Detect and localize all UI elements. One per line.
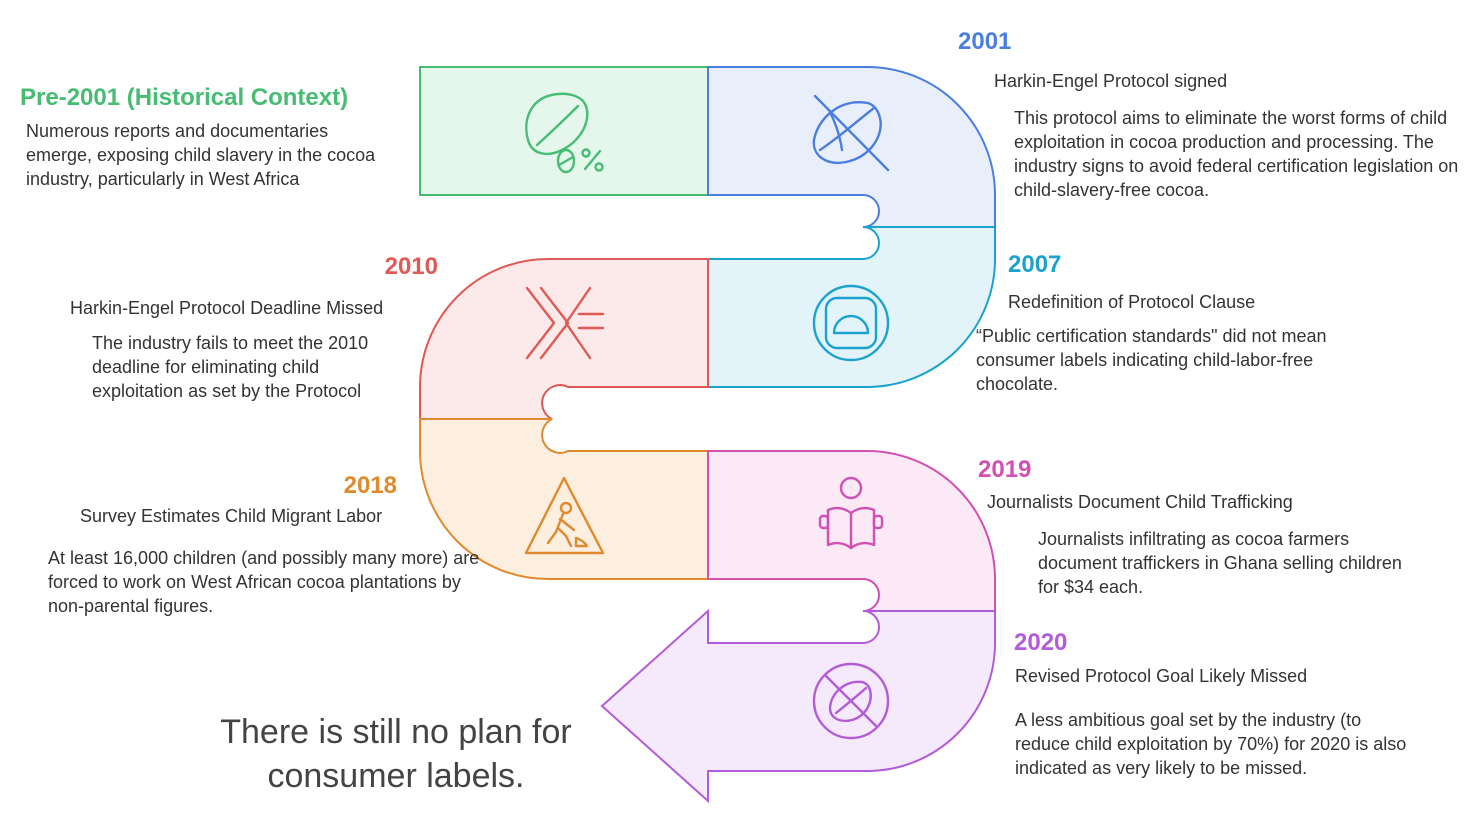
- 2010-description: The industry fails to meet the 2010 dead…: [92, 333, 369, 401]
- pre2001-year: Pre-2001 (Historical Context): [20, 84, 349, 111]
- conclusion-text: There is still no plan for consumer labe…: [220, 713, 572, 795]
- 2019-subtitle: Journalists Document Child Trafficking: [987, 492, 1293, 512]
- segment-2007: [707, 226, 996, 388]
- 2007-year: 2007: [1008, 251, 1062, 278]
- 2007-description: “Public certification standards" did not…: [976, 326, 1327, 394]
- segment-2001: [707, 66, 996, 228]
- 2018-description: At least 16,000 children (and possibly m…: [48, 548, 480, 616]
- 2018-year: 2018: [343, 472, 397, 499]
- person-reading-icon: [818, 476, 884, 550]
- pre2001-description: Numerous reports and documentaries emerg…: [26, 121, 376, 189]
- 2001-year: 2001: [958, 28, 1012, 55]
- worker-warning-sign-icon: [524, 476, 605, 555]
- 2001-description: This protocol aims to eliminate the wors…: [1014, 108, 1459, 200]
- 2010-subtitle: Harkin-Engel Protocol Deadline Missed: [70, 298, 384, 318]
- segment-pre2001: [419, 66, 709, 196]
- segment-2018: [419, 418, 709, 580]
- segment-2010: [419, 258, 709, 420]
- cocoa-bean-zero-percent-icon: [525, 92, 604, 174]
- no-cocoa-bean-icon: [812, 662, 890, 740]
- 2020-subtitle: Revised Protocol Goal Likely Missed: [1015, 666, 1308, 686]
- 2019-description: Journalists infiltrating as cocoa farmer…: [1038, 529, 1402, 597]
- protractor-icon: [812, 284, 890, 362]
- greater-than-or-equal-icon: [525, 286, 605, 360]
- 2007-subtitle: Redefinition of Protocol Clause: [1008, 292, 1256, 312]
- 2001-subtitle: Harkin-Engel Protocol signed: [994, 71, 1228, 91]
- segment-2020-arrow: [600, 608, 996, 804]
- 2019-year: 2019: [978, 456, 1032, 483]
- 2018-subtitle: Survey Estimates Child Migrant Labor: [80, 506, 383, 526]
- 2020-year: 2020: [1014, 629, 1068, 656]
- 2020-description: A less ambitious goal set by the industr…: [1015, 710, 1407, 778]
- 2010-year: 2010: [384, 253, 438, 280]
- crossed-out-cocoa-bean-icon: [812, 94, 890, 172]
